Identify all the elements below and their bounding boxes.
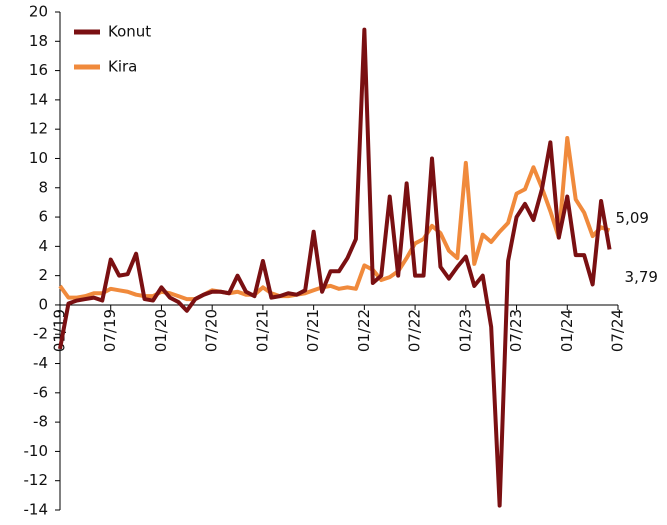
legend-label: Konut [108, 23, 151, 41]
x-tick-label: 07/23 [507, 309, 525, 352]
y-tick-label: 14 [29, 90, 48, 108]
x-tick-label: 07/21 [304, 309, 322, 352]
y-tick-label: -14 [24, 501, 49, 519]
x-tick-label: 01/24 [558, 309, 576, 352]
y-tick-label: 4 [38, 237, 48, 255]
legend-label: Kira [108, 58, 137, 76]
y-tick-label: 0 [38, 295, 48, 313]
y-tick-label: -10 [24, 442, 49, 460]
x-tick-label: 01/20 [152, 309, 170, 352]
x-tick-label: 07/20 [203, 309, 221, 352]
y-tick-label: -8 [33, 413, 48, 431]
value-label: 3,79 [625, 268, 658, 286]
x-tick-label: 01/23 [456, 309, 474, 352]
value-label: 5,09 [616, 209, 649, 227]
y-tick-label: 10 [29, 149, 48, 167]
x-tick-label: 01/21 [253, 309, 271, 352]
y-tick-label: 20 [29, 3, 48, 21]
y-tick-label: -6 [33, 383, 48, 401]
x-tick-label: 07/24 [609, 309, 627, 352]
y-tick-label: 2 [38, 266, 48, 284]
y-tick-label: 6 [38, 208, 48, 226]
line [58, 135, 611, 302]
y-tick-label: -4 [33, 354, 48, 372]
x-tick-label: 01/22 [355, 309, 373, 352]
x-tick-label: 07/22 [406, 309, 424, 352]
y-tick-label: 8 [38, 178, 48, 196]
y-tick-label: 16 [29, 61, 48, 79]
x-tick-label: 07/19 [101, 309, 119, 352]
y-tick-label: 18 [29, 32, 48, 50]
line [58, 27, 612, 508]
y-tick-label: 12 [29, 120, 48, 138]
y-tick-label: -2 [33, 325, 48, 343]
y-tick-label: -12 [24, 471, 49, 489]
